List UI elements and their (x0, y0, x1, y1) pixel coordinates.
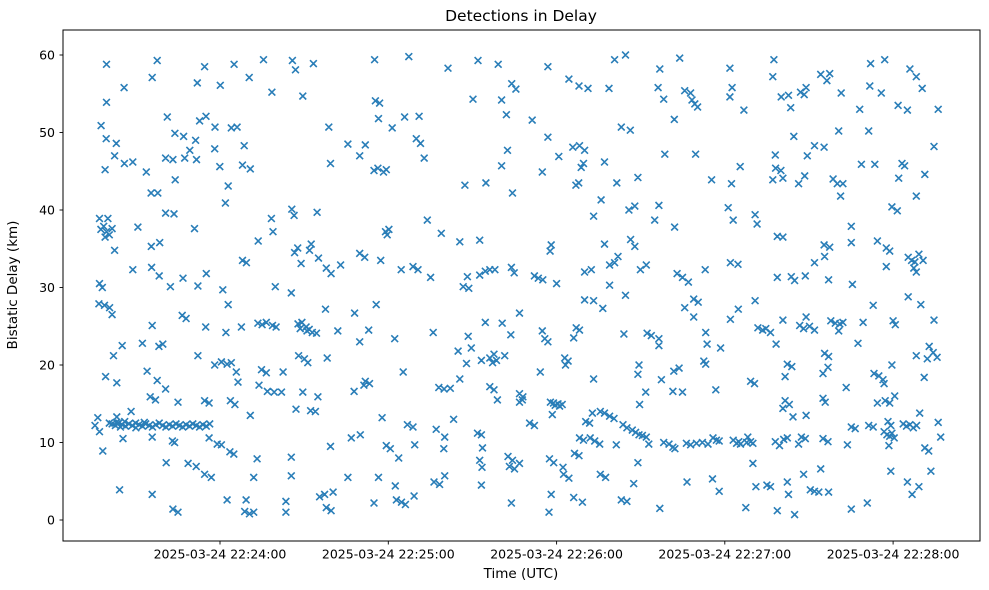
y-tick-label: 50 (39, 125, 55, 140)
chart-title: Detections in Delay (445, 7, 597, 25)
x-tick-label: 2025-03-24 22:28:00 (827, 547, 960, 562)
y-tick-label: 60 (39, 48, 55, 63)
y-tick-label: 10 (39, 435, 55, 450)
y-tick-label: 40 (39, 203, 55, 218)
x-tick-label: 2025-03-24 22:24:00 (154, 547, 287, 562)
y-axis-ticks: 0 10 20 30 40 50 60 (39, 48, 63, 528)
y-axis-label: Bistatic Delay (km) (5, 221, 21, 350)
y-tick-label: 20 (39, 358, 55, 373)
x-axis-label: Time (UTC) (483, 566, 559, 582)
x-tick-label: 2025-03-24 22:25:00 (322, 547, 455, 562)
x-axis-ticks: 2025-03-24 22:24:00 2025-03-24 22:25:00 20… (154, 541, 960, 562)
y-tick-label: 30 (39, 280, 55, 295)
x-tick-label: 2025-03-24 22:27:00 (658, 547, 791, 562)
plot-border (62, 29, 981, 542)
x-tick-label: 2025-03-24 22:26:00 (490, 547, 623, 562)
scatter-markers (91, 51, 945, 519)
data-points-layer (91, 51, 945, 519)
y-tick-label: 0 (47, 513, 55, 528)
